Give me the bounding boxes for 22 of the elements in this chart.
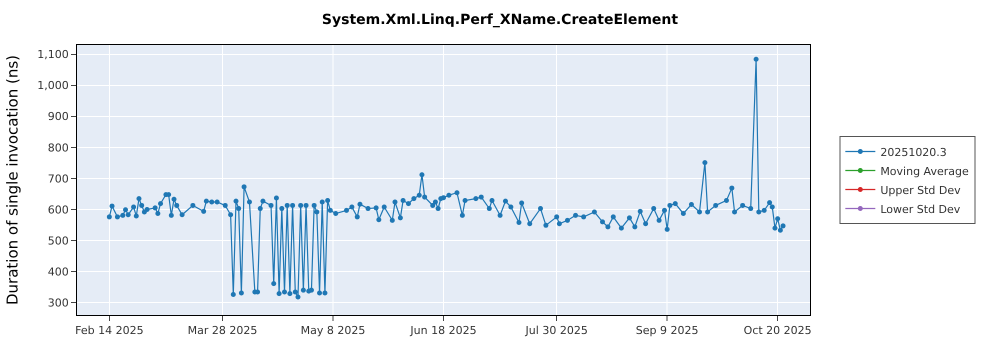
y-tick-label: 400 [48, 265, 69, 278]
y-axis-title: Duration of single invocation (ns) [4, 54, 22, 306]
legend-label: Moving Average [880, 164, 969, 178]
y-tick-label: 500 [48, 234, 69, 248]
y-tick-label: 300 [48, 296, 69, 310]
y-tick-label: 1,000 [37, 79, 69, 92]
y-tick-label: 800 [48, 141, 69, 154]
x-tick-label: Mar 28 2025 [188, 324, 258, 338]
x-tick-label: Oct 20 2025 [744, 324, 812, 338]
x-tick-label: Jul 30 2025 [524, 324, 588, 338]
y-tick-label: 700 [48, 172, 69, 186]
x-tick-label: Jun 18 2025 [409, 324, 477, 338]
x-tick-label: May 8 2025 [300, 324, 366, 338]
chart-title: System.Xml.Linq.Perf_XName.CreateElement [322, 12, 678, 28]
y-tick-label: 600 [48, 203, 69, 216]
y-tick-label: 900 [48, 110, 69, 124]
x-tick-label: Feb 14 2025 [75, 324, 144, 338]
y-tick-label: 1,100 [37, 48, 69, 62]
legend-label: Lower Std Dev [880, 202, 961, 216]
x-tick-label: Sep 9 2025 [636, 324, 699, 338]
legend-label: Upper Std Dev [880, 184, 962, 197]
legend-label: 20251020.3 [880, 146, 947, 159]
